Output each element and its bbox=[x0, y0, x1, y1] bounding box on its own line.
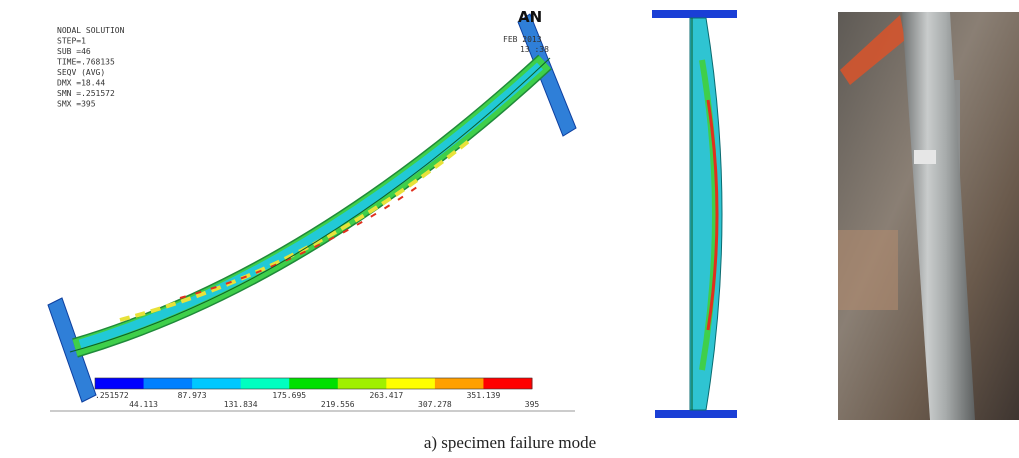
info-line: SEQV (AVG) bbox=[57, 68, 105, 77]
color-bar-segment bbox=[435, 378, 484, 389]
beam bbox=[75, 62, 545, 348]
time: 13 :38 bbox=[520, 45, 549, 54]
color-bar-segment bbox=[483, 378, 532, 389]
date: FEB 2013 bbox=[503, 35, 542, 44]
color-bar-segment bbox=[95, 378, 144, 389]
color-bar-segment bbox=[192, 378, 241, 389]
legend-label: 351.139 bbox=[467, 391, 501, 400]
legend-label: 395 bbox=[525, 400, 540, 409]
caption: a) specimen failure mode bbox=[424, 433, 596, 452]
legend-label: 175.695 bbox=[272, 391, 306, 400]
beam-stress-band bbox=[80, 66, 540, 344]
fea-model: .251572 87.973 175.695 263.417 351.139 44.113… bbox=[48, 8, 576, 411]
color-bar-segment bbox=[386, 378, 435, 389]
specimen-photo bbox=[838, 12, 1019, 420]
legend-label: .251572 bbox=[95, 391, 129, 400]
beam-outline bbox=[75, 62, 545, 348]
info-line: SMX =395 bbox=[57, 100, 96, 109]
legend-label: 131.834 bbox=[224, 400, 258, 409]
photo-detail bbox=[838, 230, 898, 310]
color-bar-segment bbox=[289, 378, 338, 389]
color-bar-segment bbox=[144, 378, 193, 389]
info-line: TIME=.768135 bbox=[57, 58, 115, 67]
info-line: NODAL SOLUTION bbox=[57, 26, 125, 35]
photo-detail bbox=[914, 150, 936, 164]
legend-label: 44.113 bbox=[129, 400, 158, 409]
legend-label: 263.417 bbox=[369, 391, 403, 400]
beam-edge bbox=[70, 58, 550, 352]
info-line: DMX =18.44 bbox=[57, 79, 105, 88]
color-bar: .251572 87.973 175.695 263.417 351.139 44.113… bbox=[95, 378, 539, 409]
color-bar-segment bbox=[338, 378, 387, 389]
legend-label: 87.973 bbox=[178, 391, 207, 400]
figure: .251572 87.973 175.695 263.417 351.139 44.113… bbox=[0, 0, 1019, 458]
color-bar-segment bbox=[241, 378, 290, 389]
logo: AN bbox=[518, 8, 542, 26]
info-line: SUB =46 bbox=[57, 47, 91, 56]
legend-label: 307.278 bbox=[418, 400, 452, 409]
end-plate bbox=[652, 10, 737, 18]
end-plate bbox=[655, 410, 737, 418]
legend-label: 219.556 bbox=[321, 400, 355, 409]
info-line: SMN =.251572 bbox=[57, 89, 115, 98]
column-model bbox=[652, 10, 737, 418]
info-line: STEP=1 bbox=[57, 37, 86, 46]
